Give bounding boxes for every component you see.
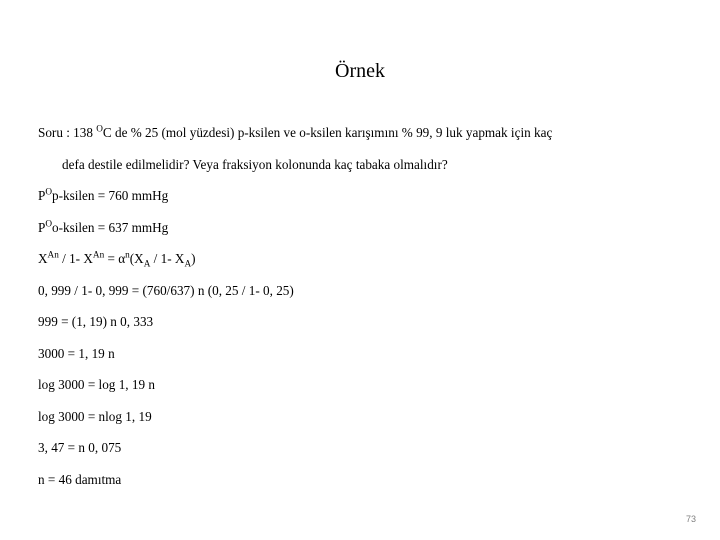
superscript: An xyxy=(48,250,59,260)
text-fragment: o-ksilen = 637 mmHg xyxy=(52,220,168,235)
question-line-2: defa destile edilmelidir? Veya fraksiyon… xyxy=(38,157,682,174)
text-fragment: X xyxy=(38,251,48,266)
text-fragment: ) xyxy=(191,251,195,266)
slide-page: Örnek Soru : 138 OC de % 25 (mol yüzdesi… xyxy=(0,0,720,540)
text-fragment: = α xyxy=(104,251,125,266)
text-fragment: / 1- X xyxy=(150,251,184,266)
page-number: 73 xyxy=(686,514,696,524)
eq-line: 3, 47 = n 0, 075 xyxy=(38,440,682,457)
superscript: An xyxy=(93,250,104,260)
text-fragment: p-ksilen = 760 mmHg xyxy=(52,188,168,203)
eq-line: 3000 = 1, 19 n xyxy=(38,346,682,363)
superscript: O xyxy=(96,124,103,134)
text-fragment: C de % 25 (mol yüzdesi) p-ksilen ve o-ks… xyxy=(103,125,552,140)
question-line-1: Soru : 138 OC de % 25 (mol yüzdesi) p-ks… xyxy=(38,125,682,142)
slide-title: Örnek xyxy=(38,60,682,83)
eq-line: POo-ksilen = 637 mmHg xyxy=(38,220,682,237)
eq-line: log 3000 = log 1, 19 n xyxy=(38,377,682,394)
eq-line: XAn / 1- XAn = αn(XA / 1- XA) xyxy=(38,251,682,268)
superscript: O xyxy=(45,187,52,197)
superscript: O xyxy=(45,218,52,228)
eq-line: n = 46 damıtma xyxy=(38,472,682,489)
text-fragment: / 1- X xyxy=(59,251,93,266)
eq-line: 999 = (1, 19) n 0, 333 xyxy=(38,314,682,331)
text-fragment: Soru : 138 xyxy=(38,125,96,140)
eq-line: log 3000 = nlog 1, 19 xyxy=(38,409,682,426)
eq-line: POp-ksilen = 760 mmHg xyxy=(38,188,682,205)
text-fragment: (X xyxy=(130,251,144,266)
eq-line: 0, 999 / 1- 0, 999 = (760/637) n (0, 25 … xyxy=(38,283,682,300)
